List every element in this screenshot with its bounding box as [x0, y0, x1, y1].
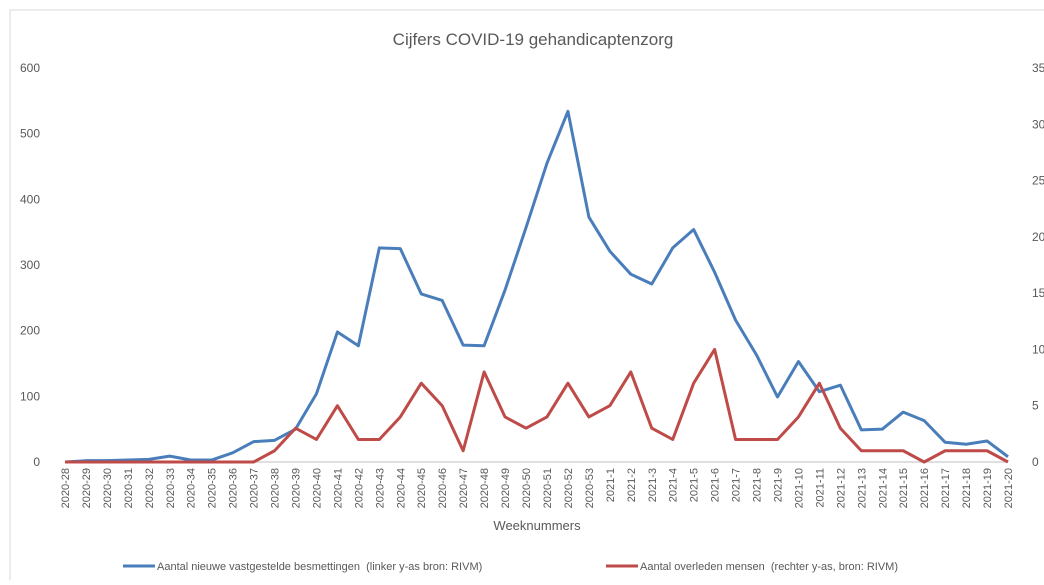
y-tick-label: 600 [20, 61, 40, 75]
x-tick-label: 2020-42 [353, 468, 365, 508]
x-tick-label: 2020-50 [521, 468, 533, 508]
x-tick-label: 2021-19 [982, 468, 994, 508]
y2-tick-label: 5 [1032, 399, 1039, 413]
x-tick-label: 2020-40 [311, 468, 323, 508]
x-tick-label: 2020-31 [123, 468, 135, 508]
x-tick-label: 2020-53 [584, 468, 596, 508]
y2-tick-label: 30 [1032, 117, 1044, 131]
x-tick-label: 2021-12 [835, 468, 847, 508]
x-tick-label: 2020-30 [102, 468, 114, 508]
x-tick-label: 2021-6 [710, 468, 722, 502]
x-tick-label: 2020-39 [291, 468, 303, 508]
y2-tick-label: 25 [1032, 174, 1044, 188]
x-tick-label: 2021-16 [919, 468, 931, 508]
series-line [64, 109, 1009, 464]
x-tick-label: 2021-9 [772, 468, 784, 502]
chart-title: Cijfers COVID-19 gehandicaptenzorg [393, 30, 674, 49]
y2-tick-label: 20 [1032, 230, 1044, 244]
x-tick-label: 2020-49 [500, 468, 512, 508]
y2-tick-label: 10 [1032, 342, 1044, 356]
y-tick-label: 100 [20, 389, 40, 403]
x-tick-label: 2021-7 [731, 468, 743, 502]
x-tick-label: 2021-11 [814, 468, 826, 508]
y-tick-label: 500 [20, 127, 40, 141]
x-tick-label: 2021-8 [752, 468, 764, 502]
x-tick-label: 2020-37 [249, 468, 261, 508]
x-tick-label: 2020-43 [374, 468, 386, 508]
series-line [65, 347, 1009, 464]
x-tick-label: 2020-33 [165, 468, 177, 508]
x-tick-label: 2020-48 [479, 468, 491, 508]
y-tick-label: 400 [20, 192, 40, 206]
x-tick-label: 2021-15 [898, 468, 910, 508]
x-tick-label: 2020-36 [228, 468, 240, 508]
x-tick-label: 2021-14 [877, 468, 889, 508]
y2-tick-label: 35 [1032, 61, 1044, 75]
chart-border [9, 9, 1044, 585]
x-tick-label: 2020-51 [542, 468, 554, 508]
legend-label: Aantal nieuwe vastgestelde besmettingen … [157, 561, 482, 573]
legend-label: Aantal overleden mensen (rechter y-as, b… [640, 561, 898, 573]
x-tick-label: 2021-17 [940, 468, 952, 508]
x-tick-label: 2020-38 [270, 468, 282, 508]
y-tick-label: 300 [20, 258, 40, 272]
x-tick-label: 2020-29 [81, 468, 93, 508]
x-tick-label: 2021-3 [647, 468, 659, 502]
x-tick-label: 2021-1 [605, 468, 617, 502]
x-tick-label: 2021-2 [626, 468, 638, 502]
x-axis-label: Weeknummers [493, 518, 581, 533]
y2-tick-label: 15 [1032, 286, 1044, 300]
x-tick-label: 2021-4 [668, 468, 680, 502]
y-tick-label: 0 [33, 455, 40, 469]
x-tick-label: 2020-34 [186, 468, 198, 508]
x-tick-label: 2020-46 [437, 468, 449, 508]
x-tick-label: 2020-44 [395, 468, 407, 508]
x-tick-label: 2021-10 [793, 468, 805, 508]
x-tick-label: 2020-35 [207, 468, 219, 508]
x-tick-label: 2021-13 [856, 468, 868, 508]
x-tick-label: 2021-5 [689, 468, 701, 502]
x-tick-label: 2020-32 [144, 468, 156, 508]
x-tick-label: 2020-47 [458, 468, 470, 508]
x-tick-label: 2020-41 [332, 468, 344, 508]
y-tick-label: 200 [20, 324, 40, 338]
x-tick-label: 2020-28 [60, 468, 72, 508]
x-tick-label: 2021-20 [1003, 468, 1015, 508]
y2-tick-label: 0 [1032, 455, 1039, 469]
x-tick-label: 2021-18 [961, 468, 973, 508]
x-tick-label: 2020-52 [563, 468, 575, 508]
x-tick-label: 2020-45 [416, 468, 428, 508]
